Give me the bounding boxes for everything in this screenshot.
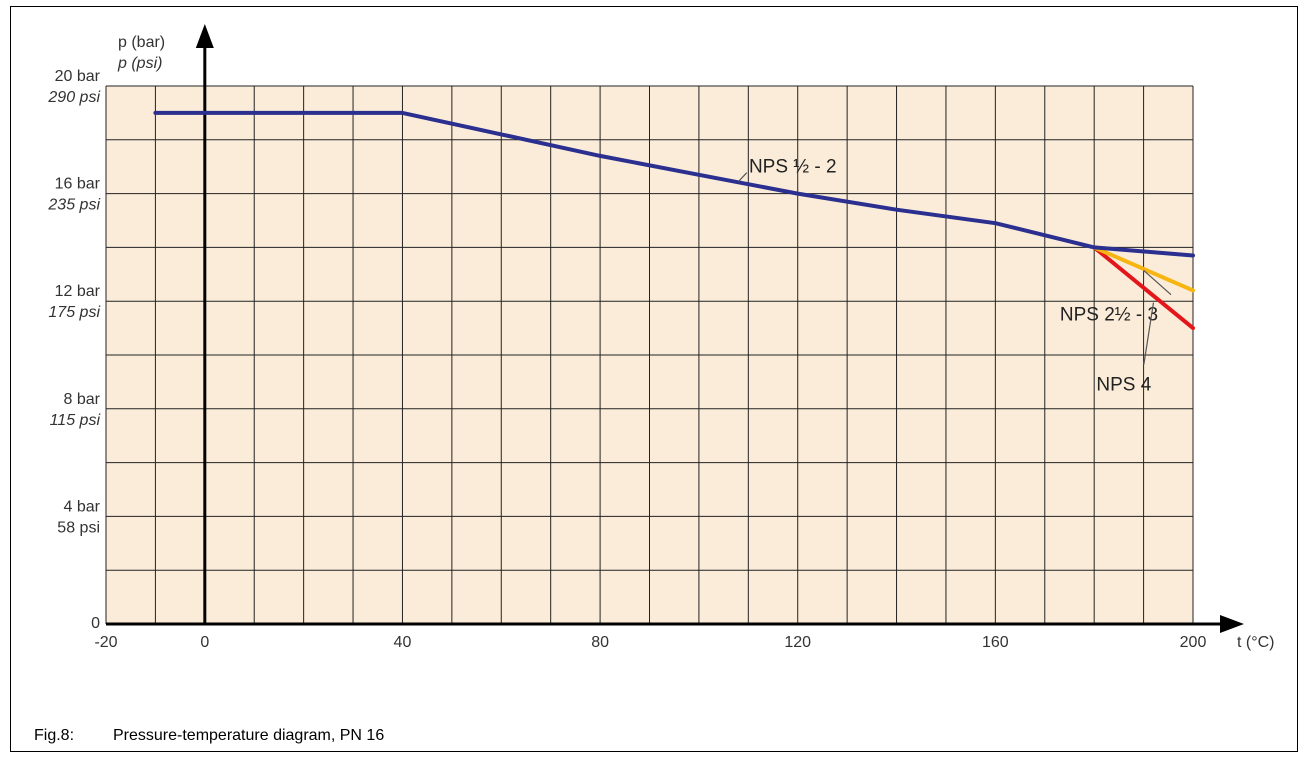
y-tick-label-psi: 175 psi: [48, 304, 100, 321]
series-annotation-label: NPS ½ - 2: [749, 157, 837, 178]
y-tick-label-bar: 0: [91, 615, 100, 632]
x-tick-label: 160: [982, 634, 1009, 651]
y-tick-label-bar: 20 bar: [55, 68, 101, 85]
x-tick-label: 120: [784, 634, 811, 651]
annotation-leader-line: [738, 172, 748, 182]
y-tick-label-bar: 8 bar: [64, 391, 101, 408]
x-tick-label: 0: [200, 634, 209, 651]
y-axis-label-psi: p (psi): [117, 55, 162, 72]
x-axis-arrow-icon: [1220, 615, 1244, 633]
series-annotation-label: NPS 4: [1096, 375, 1151, 396]
annotation-leader-line: [1143, 269, 1172, 296]
y-axis-label-bar: p (bar): [118, 34, 165, 51]
x-tick-label: 200: [1180, 634, 1207, 651]
y-tick-label-bar: 12 bar: [55, 283, 101, 300]
figure-number: Fig.8:: [34, 727, 75, 744]
series-line-2: [1092, 245, 1195, 331]
y-tick-label-psi: 290 psi: [47, 89, 100, 106]
y-tick-label-bar: 4 bar: [64, 498, 101, 515]
y-tick-label-psi: 235 psi: [47, 197, 100, 214]
annotation-leader-line: [1143, 302, 1155, 365]
y-tick-label-psi: 58 psi: [57, 519, 100, 536]
y-axis-arrow-icon: [195, 24, 214, 48]
x-tick-label: 80: [591, 634, 609, 651]
series-line-0: [153, 110, 1195, 258]
x-tick-label: -20: [94, 634, 117, 651]
x-axis-label: t (°C): [1237, 634, 1275, 651]
figure-caption: Pressure-temperature diagram, PN 16: [113, 727, 385, 744]
series-line-1: [1092, 245, 1195, 293]
y-tick-label-bar: 16 bar: [55, 176, 101, 193]
x-tick-label: 40: [394, 634, 412, 651]
y-tick-label-psi: 115 psi: [50, 412, 101, 429]
series-annotation-label: NPS 2½ - 3: [1060, 305, 1158, 326]
